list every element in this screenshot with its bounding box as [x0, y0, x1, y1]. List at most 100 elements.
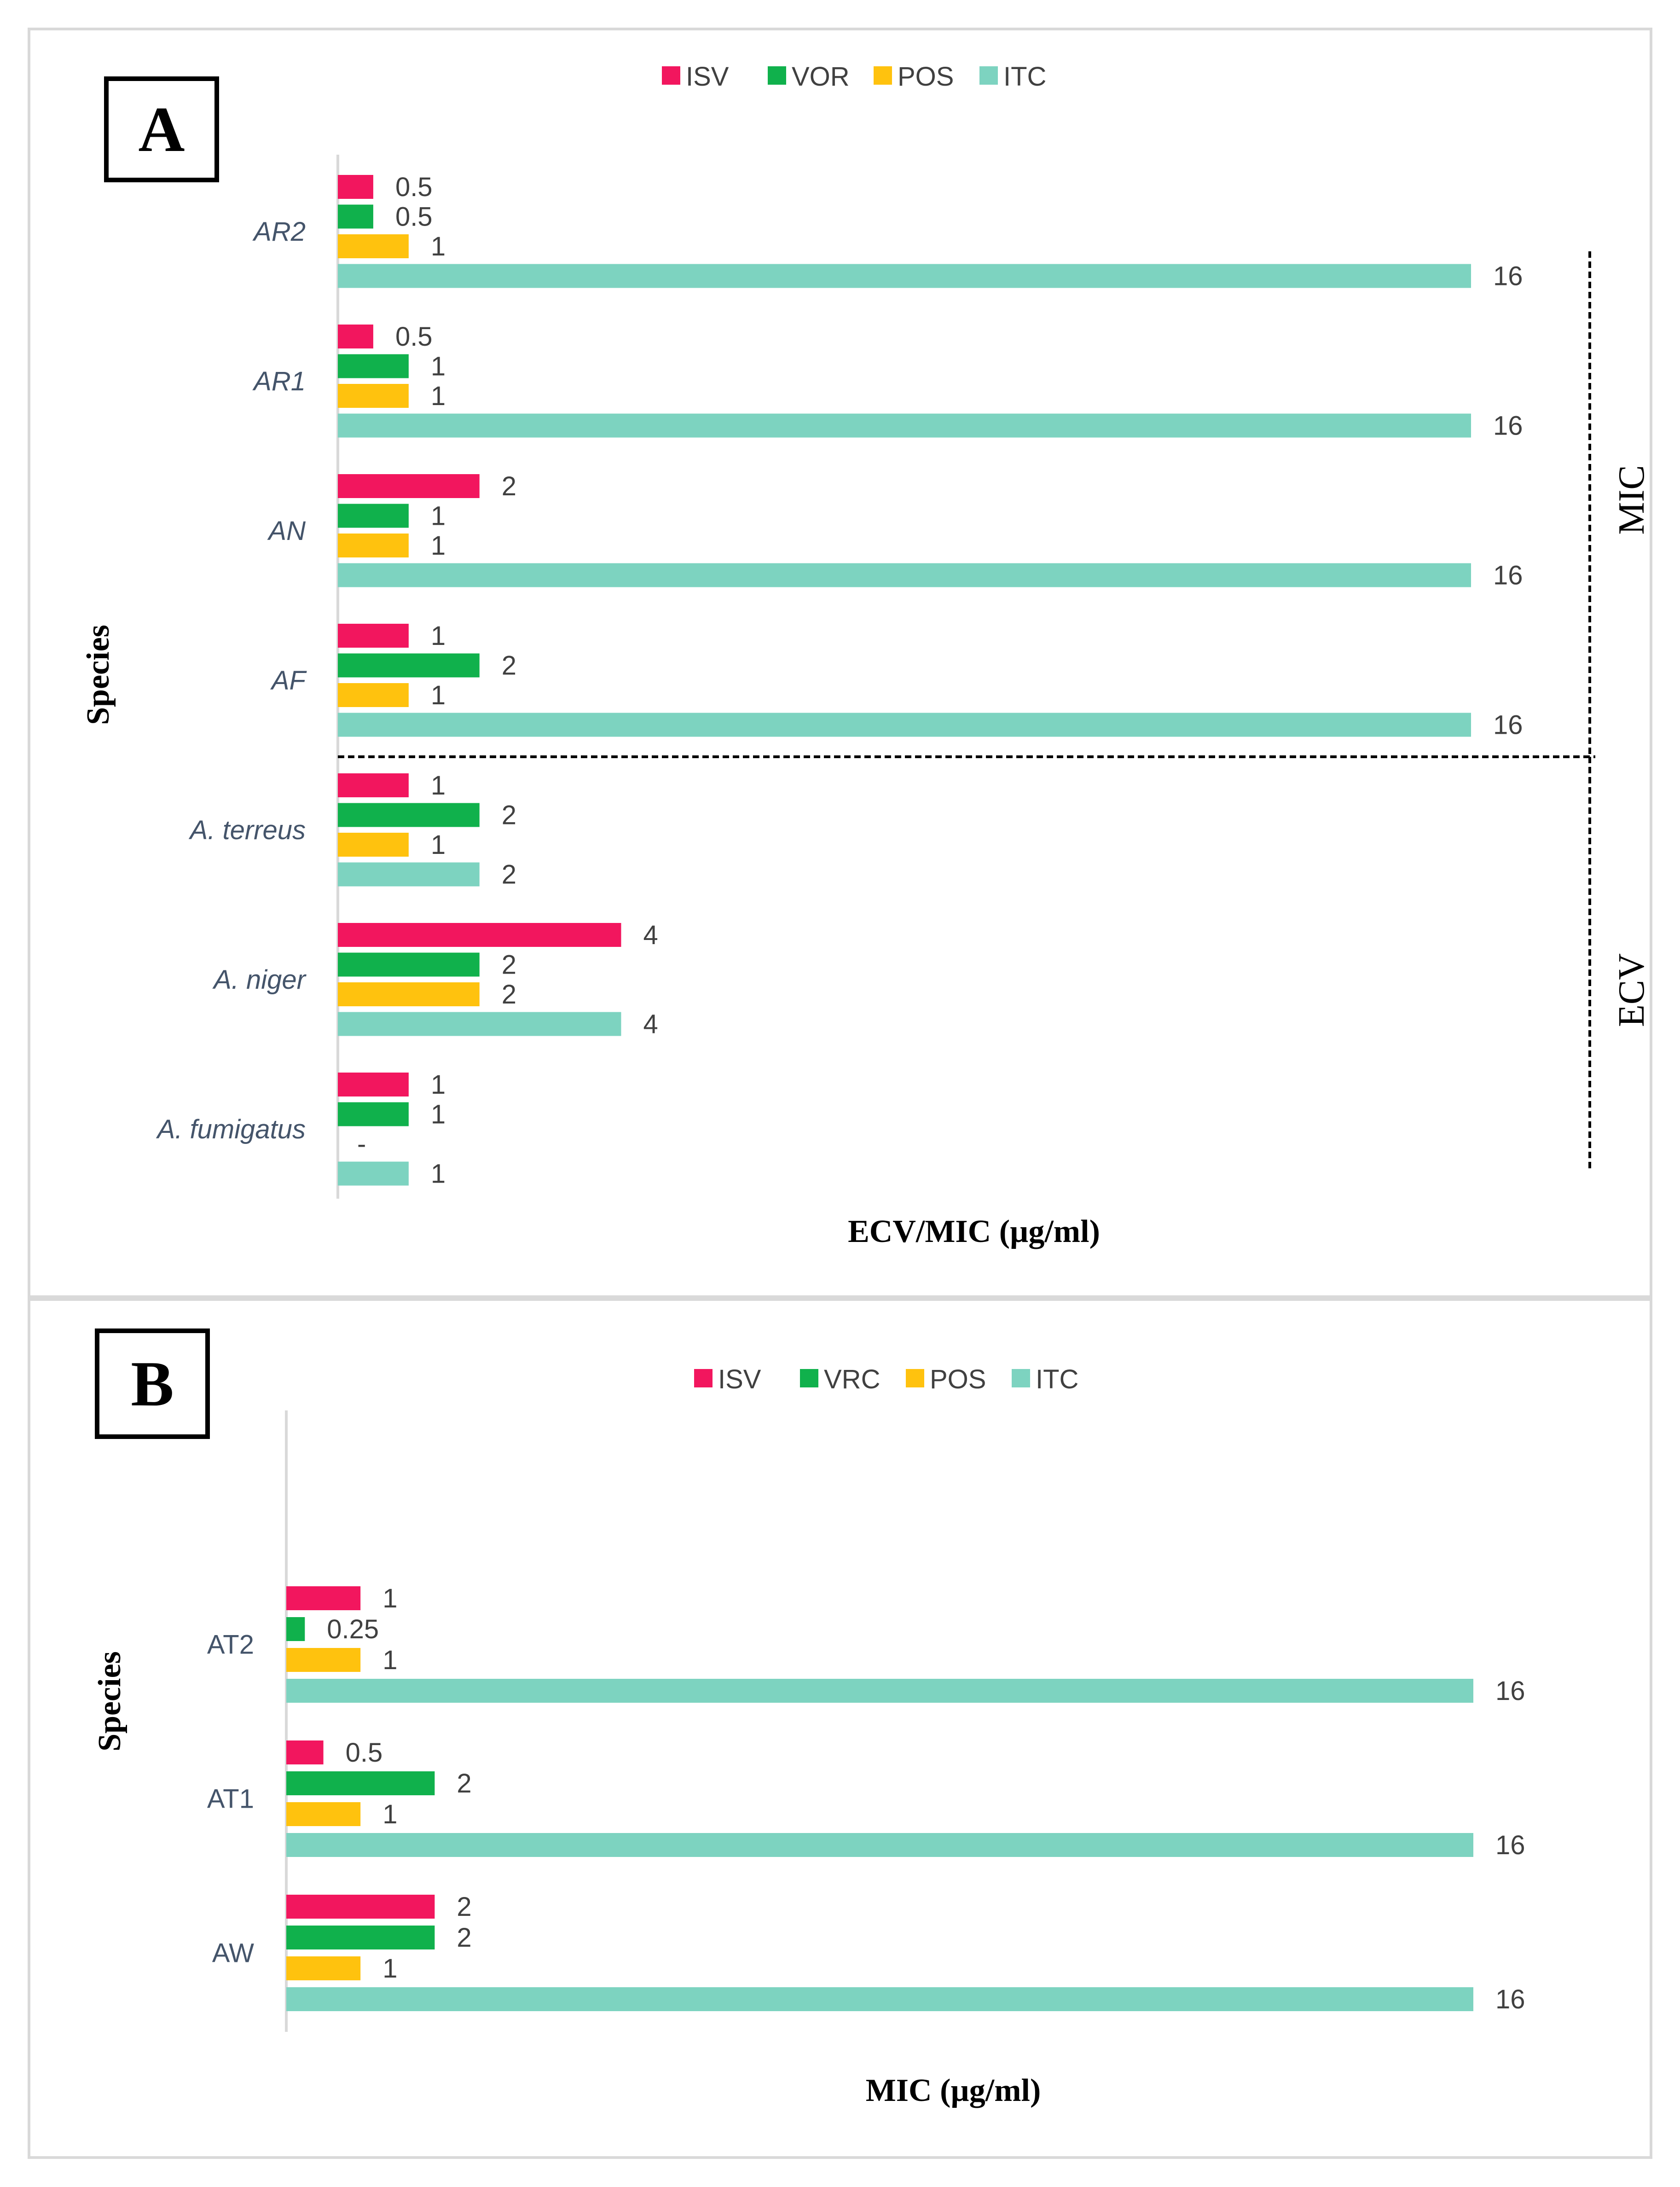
value-label-pos-an: 1	[431, 531, 446, 561]
bar-itc-at2	[286, 1679, 1473, 1703]
panel-b-label: B	[95, 1328, 210, 1439]
y-axis-title: Species	[81, 625, 116, 725]
panel-a: A ISV VOR POS ITC AR2 0.5 0.5 1 16 AR1 0.5 1 1 16 AN 2 1…	[28, 28, 1652, 1298]
bar-isv-an	[338, 474, 480, 498]
legend-swatch-isv	[662, 66, 680, 85]
category-label-ar1: AR1	[252, 366, 306, 396]
group-label-mic: MIC	[1611, 465, 1650, 534]
y-axis-title: Species	[92, 1651, 127, 1752]
legend-label-pos: POS	[898, 62, 954, 92]
bar-isv-ar2	[338, 175, 373, 199]
bar-itc-a-terreus	[338, 862, 480, 887]
value-label-itc-a-fumigatus: 1	[431, 1159, 446, 1189]
bar-isv-af	[338, 624, 409, 648]
category-label-at2: AT2	[207, 1630, 254, 1660]
value-label-vor-a-terreus: 2	[502, 801, 516, 830]
bar-vor-af	[338, 653, 480, 678]
bar-pos-aw	[286, 1956, 361, 1980]
value-label-pos-at1: 1	[382, 1799, 397, 1829]
legend-label-pos: POS	[930, 1364, 986, 1394]
bar-itc-at1	[286, 1833, 1473, 1857]
legend-label-vor: VOR	[792, 62, 850, 92]
bar-pos-a-terreus	[338, 833, 409, 857]
bar-isv-a-fumigatus	[338, 1073, 409, 1096]
legend-label-isv: ISV	[718, 1364, 761, 1394]
category-label-at1: AT1	[207, 1784, 254, 1814]
value-label-isv-aw: 2	[457, 1892, 471, 1922]
bar-itc-ar2	[338, 264, 1471, 288]
value-label-vrc-at2: 0.25	[327, 1614, 379, 1644]
value-label-pos-a-niger: 2	[502, 980, 516, 1009]
value-label-itc-ar1: 16	[1493, 411, 1523, 441]
legend-swatch-itc	[979, 66, 998, 85]
value-label-vor-ar2: 0.5	[395, 202, 433, 232]
legend-swatch-pos	[874, 66, 892, 85]
group-label-ecv: ECV	[1611, 953, 1650, 1027]
value-label-itc-a-niger: 4	[643, 1009, 658, 1039]
bar-vor-a-fumigatus	[338, 1102, 409, 1126]
legend-swatch-vrc	[800, 1369, 818, 1387]
legend-label-itc: ITC	[1036, 1364, 1078, 1394]
bar-pos-a-niger	[338, 982, 480, 1006]
value-label-pos-af: 1	[431, 680, 446, 710]
value-label-itc-an: 16	[1493, 561, 1523, 591]
value-label-vor-an: 1	[431, 501, 446, 531]
bar-vor-ar2	[338, 204, 373, 229]
value-label-itc-at1: 16	[1495, 1830, 1525, 1860]
legend-swatch-itc	[1012, 1369, 1030, 1387]
value-label-itc-af: 16	[1493, 710, 1523, 740]
bar-itc-a-niger	[338, 1012, 621, 1036]
bar-vor-ar1	[338, 354, 409, 378]
value-label-isv-ar2: 0.5	[395, 172, 433, 202]
value-label-itc-aw: 16	[1495, 1984, 1525, 2014]
legend-swatch-vor	[768, 66, 786, 85]
category-label-a-fumigatus: A. fumigatus	[156, 1114, 306, 1144]
bar-vrc-at2	[286, 1617, 305, 1641]
value-label-isv-af: 1	[431, 621, 446, 651]
category-label-af: AF	[270, 666, 307, 696]
value-label-isv-at1: 0.5	[346, 1738, 383, 1768]
value-label-vor-af: 2	[502, 651, 516, 681]
chart-a: ISV VOR POS ITCAR20.50.5116AR10.51116AN2111…	[81, 62, 1650, 1249]
bar-pos-at1	[286, 1802, 361, 1826]
bar-pos-ar1	[338, 384, 409, 408]
bar-pos-an	[338, 534, 409, 557]
legend-swatch-pos	[906, 1369, 924, 1387]
value-label-vor-a-niger: 2	[502, 950, 516, 980]
category-label-aw: AW	[212, 1938, 255, 1968]
chart-b: ISV VRC POS ITCAT210.25116AT10.52116AW22116…	[92, 1364, 1525, 2108]
value-label-itc-a-terreus: 2	[502, 860, 516, 890]
legend-label-vrc: VRC	[824, 1364, 880, 1394]
value-label-isv-ar1: 0.5	[395, 322, 433, 352]
bar-isv-at2	[286, 1586, 361, 1610]
bar-vor-a-niger	[338, 952, 480, 977]
value-label-pos-a-fumigatus: -	[357, 1129, 366, 1159]
value-label-isv-an: 2	[502, 471, 516, 501]
panel-b: B ISV VRC POS ITC AT2 1 0.25 1 16 AT1 0.5 2 1 16 AW 2 2 1…	[28, 1298, 1652, 2159]
value-label-pos-aw: 1	[382, 1954, 397, 1984]
panel-a-label: A	[104, 76, 219, 182]
category-label-ar2: AR2	[252, 217, 306, 247]
x-axis-title: ECV/MIC (µg/ml)	[848, 1214, 1100, 1249]
value-label-isv-a-niger: 4	[643, 920, 658, 950]
bar-isv-a-terreus	[338, 773, 409, 797]
bar-vor-an	[338, 504, 409, 528]
value-label-itc-ar2: 16	[1493, 261, 1523, 291]
value-label-itc-at2: 16	[1495, 1676, 1525, 1706]
bar-pos-af	[338, 683, 409, 707]
bar-vrc-aw	[286, 1926, 435, 1949]
legend-swatch-isv	[694, 1369, 713, 1387]
category-label-a-terreus: A. terreus	[189, 815, 306, 845]
category-label-a-niger: A. niger	[212, 965, 307, 995]
value-label-pos-ar2: 1	[431, 232, 446, 261]
value-label-vor-ar1: 1	[431, 352, 446, 382]
value-label-vrc-aw: 2	[457, 1923, 471, 1953]
value-label-vrc-at1: 2	[457, 1769, 471, 1798]
legend-label-isv: ISV	[686, 62, 729, 92]
value-label-pos-ar1: 1	[431, 381, 446, 411]
value-label-pos-at2: 1	[382, 1645, 397, 1675]
bar-isv-aw	[286, 1895, 435, 1919]
value-label-pos-a-terreus: 1	[431, 830, 446, 860]
bar-pos-at2	[286, 1648, 361, 1672]
bar-vrc-at1	[286, 1771, 435, 1795]
